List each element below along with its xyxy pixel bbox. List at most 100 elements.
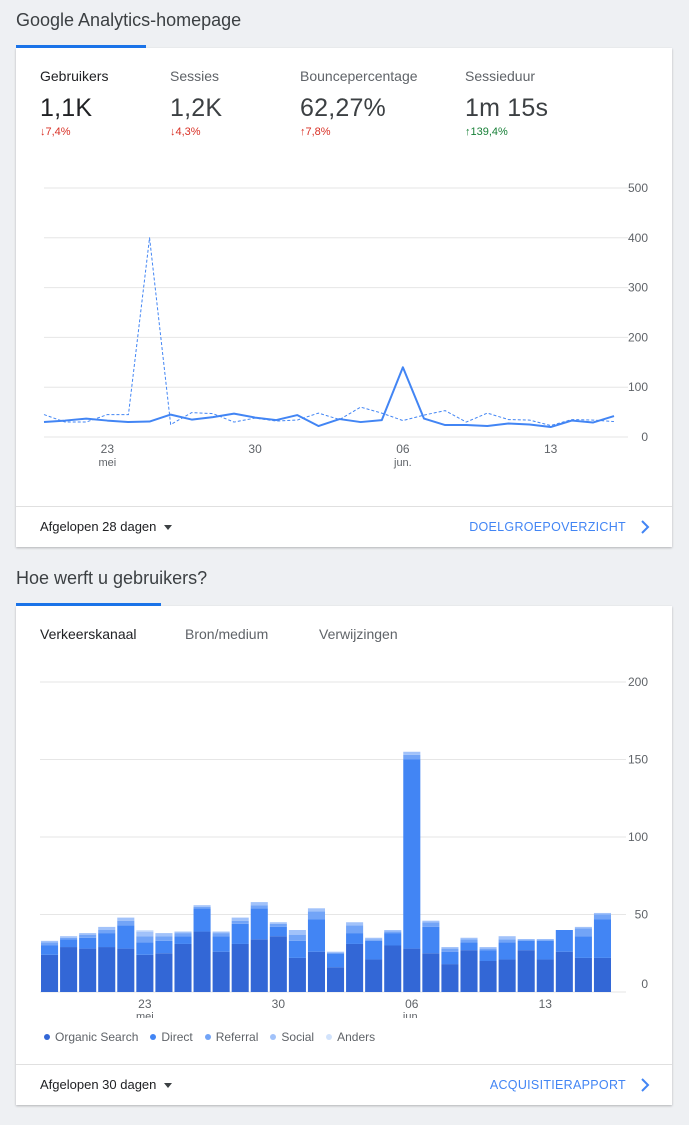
date-range-select[interactable]: Afgelopen 30 dagen xyxy=(40,1077,173,1092)
metric-delta-value: 139,4% xyxy=(470,126,508,138)
x-tick-sublabel: mei xyxy=(136,1011,154,1018)
bar-segment-referral xyxy=(441,948,459,952)
x-tick-label: 06 xyxy=(396,442,410,456)
chevron-right-icon[interactable] xyxy=(640,1078,650,1092)
bar-segment-social xyxy=(136,931,154,937)
bar-segment-referral xyxy=(460,939,478,943)
x-tick-label: 30 xyxy=(272,997,286,1011)
legend-label: Social xyxy=(281,1030,315,1044)
bar-segment-organic-search xyxy=(79,948,97,992)
y-tick-label: 100 xyxy=(628,830,648,844)
bar-segment-anders xyxy=(136,930,154,932)
acquisition-footer: Afgelopen 30 dagen ACQUISITIERAPPORT xyxy=(16,1064,672,1105)
y-tick-label: 100 xyxy=(628,380,648,394)
tab-referrals[interactable]: Verwijzingen xyxy=(319,626,398,642)
bar-segment-referral xyxy=(288,934,306,941)
metric-delta-value: 7,4% xyxy=(45,126,71,138)
metric-delta: ↓4,3% xyxy=(170,126,222,138)
bar-segment-direct xyxy=(250,908,268,940)
y-tick-label: 400 xyxy=(628,231,648,245)
bar-segment-social xyxy=(174,931,192,934)
bar-segment-social xyxy=(479,947,497,949)
bar-segment-direct xyxy=(98,933,116,948)
bar-segment-organic-search xyxy=(384,945,402,992)
chevron-right-icon[interactable] xyxy=(640,520,650,534)
bar-segment-social xyxy=(79,933,97,935)
bar-segment-organic-search xyxy=(212,951,230,992)
x-tick-label: 23 xyxy=(101,442,115,456)
bar-segment-referral xyxy=(269,923,287,927)
y-tick-label: 200 xyxy=(628,330,648,344)
bar-segment-direct xyxy=(422,926,440,954)
bar-segment-social xyxy=(403,751,421,755)
x-tick-label: 06 xyxy=(405,997,419,1011)
bar-segment-social xyxy=(384,930,402,932)
metric-delta: ↑7,8% xyxy=(300,126,418,138)
bar-segment-organic-search xyxy=(460,950,478,992)
date-range-label: Afgelopen 30 dagen xyxy=(40,1077,157,1092)
bar-segment-direct xyxy=(231,923,249,944)
bar-segment-organic-search xyxy=(269,936,287,992)
bar-segment-social xyxy=(250,902,268,906)
legend-label: Anders xyxy=(337,1030,376,1044)
legend-item: Social xyxy=(270,1030,314,1044)
bar-segment-referral xyxy=(250,905,268,909)
bar-segment-social xyxy=(307,908,325,912)
metric-bounce-rate[interactable]: Bouncepercentage 62,27% ↑7,8% xyxy=(300,68,418,138)
x-tick-label: 23 xyxy=(138,997,152,1011)
metric-value: 1m 15s xyxy=(465,94,549,122)
bar-segment-referral xyxy=(155,936,173,941)
metric-delta: ↑139,4% xyxy=(465,126,548,138)
bar-segment-social xyxy=(327,951,345,954)
bar-segment-direct xyxy=(365,940,383,960)
legend-label: Organic Search xyxy=(55,1030,139,1044)
bar-segment-direct xyxy=(384,933,402,946)
bar-segment-organic-search xyxy=(250,939,268,992)
bar-segment-social xyxy=(60,936,78,938)
series-line-previous xyxy=(43,237,615,427)
bar-segment-direct xyxy=(403,759,421,949)
bar-segment-direct xyxy=(327,953,345,968)
metric-users[interactable]: Gebruikers 1,1K ↓7,4% xyxy=(40,68,108,138)
caret-down-icon xyxy=(164,1083,173,1089)
metric-value: 1,2K xyxy=(170,94,223,122)
active-tab-indicator xyxy=(16,603,161,606)
bar-segment-organic-search xyxy=(60,947,78,992)
bar-segment-social xyxy=(365,937,383,940)
bar-segment-direct xyxy=(441,951,459,965)
bar-segment-social xyxy=(346,922,364,926)
bar-segment-social xyxy=(574,926,592,929)
bar-segment-direct xyxy=(193,908,211,932)
metric-label: Sessieduur xyxy=(465,68,536,84)
metric-delta-value: 4,3% xyxy=(175,126,201,138)
metric-sessions[interactable]: Sessies 1,2K ↓4,3% xyxy=(170,68,222,138)
bar-segment-organic-search xyxy=(403,948,421,992)
bar-segment-social xyxy=(117,917,135,921)
bar-segment-organic-search xyxy=(155,953,173,992)
metric-session-duration[interactable]: Sessieduur 1m 15s ↑139,4% xyxy=(465,68,548,138)
bar-segment-referral xyxy=(212,933,230,937)
metric-value: 62,27% xyxy=(300,94,386,122)
legend-label: Direct xyxy=(161,1030,193,1044)
date-range-select[interactable]: Afgelopen 28 dagen xyxy=(40,519,173,534)
y-tick-label: 0 xyxy=(641,977,648,991)
bar-segment-social xyxy=(41,940,59,943)
acquisition-report-link[interactable]: ACQUISITIERAPPORT xyxy=(489,1078,626,1092)
tab-source-medium[interactable]: Bron/medium xyxy=(185,626,269,642)
bar-segment-referral xyxy=(193,906,211,909)
legend-dot-icon xyxy=(270,1033,277,1040)
arrow-up-icon: ↑ xyxy=(300,126,306,138)
bar-segment-social xyxy=(288,930,306,935)
arrow-up-icon: ↑ xyxy=(465,126,471,138)
tab-channel[interactable]: Verkeerskanaal xyxy=(40,626,137,642)
bar-segment-organic-search xyxy=(346,943,364,992)
bar-segment-referral xyxy=(593,914,611,920)
legend-item: Referral xyxy=(204,1030,258,1044)
bar-segment-direct xyxy=(174,936,192,944)
legend-dot-icon xyxy=(326,1033,333,1040)
bar-segment-direct xyxy=(117,925,135,949)
bar-segment-social xyxy=(212,931,230,934)
bar-segment-direct xyxy=(288,940,306,958)
audience-overview-link[interactable]: DOELGROEPOVERZICHT xyxy=(469,520,626,534)
